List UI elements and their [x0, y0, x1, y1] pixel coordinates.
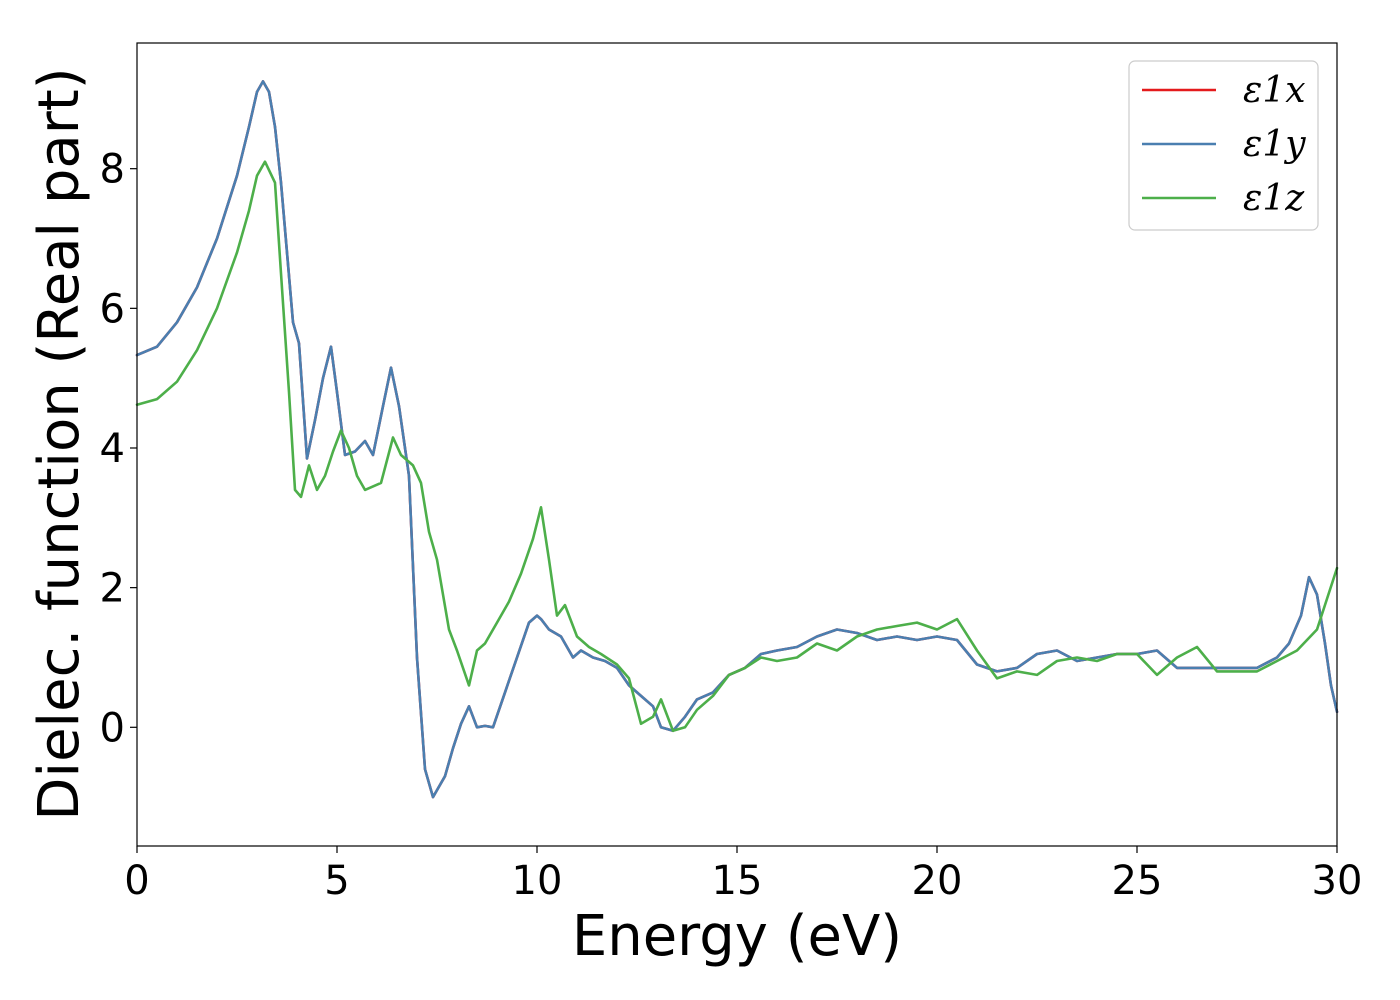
y-axis-title: Dielec. function (Real part) [27, 67, 92, 820]
y-tick-label: 2 [100, 566, 125, 612]
legend-box [1128, 60, 1319, 231]
x-tick-label: 25 [1112, 858, 1163, 904]
series-line-3 [135, 160, 1339, 733]
legend-label-1: ε1x [1243, 70, 1306, 111]
x-axis-title: Energy (eV) [572, 904, 902, 969]
plot-lines [135, 80, 1339, 799]
x-tick-label: 20 [912, 858, 963, 904]
legend-label-3: ε1z [1243, 178, 1305, 219]
x-tick-label: 15 [712, 858, 763, 904]
y-axis: 0 2 4 6 8 [100, 147, 137, 751]
x-axis: 0 5 10 15 20 25 30 [124, 846, 1362, 904]
y-tick-label: 0 [100, 705, 125, 751]
series-line-2 [135, 80, 1339, 799]
x-tick-label: 30 [1312, 858, 1363, 904]
y-tick-label: 4 [100, 426, 125, 472]
legend-label-2: ε1y [1243, 124, 1306, 165]
legend: ε1x ε1y ε1z [1128, 60, 1319, 231]
y-tick-label: 8 [100, 147, 125, 193]
y-tick-label: 6 [100, 286, 125, 332]
x-tick-label: 10 [512, 858, 563, 904]
x-tick-label: 0 [124, 858, 149, 904]
x-tick-label: 5 [324, 858, 349, 904]
